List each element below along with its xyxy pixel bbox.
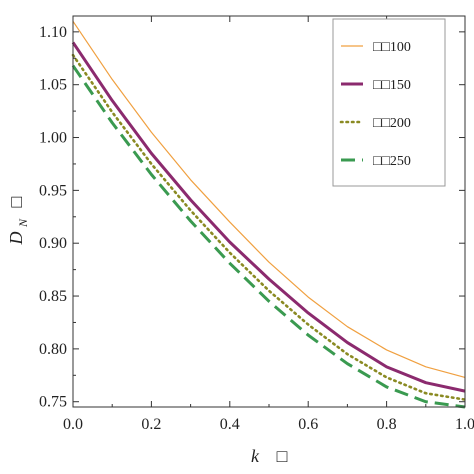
legend: □□100 □□150 □□200 □□250: [332, 18, 446, 187]
y-axis-label-suffix: □: [6, 196, 26, 207]
series-line: [71, 64, 466, 409]
legend-entry: □□100: [373, 40, 411, 55]
x-tick-label: 0.4: [220, 416, 240, 433]
x-tick-label: 0.2: [141, 416, 161, 433]
y-tick-label: 1.00: [39, 130, 67, 147]
y-axis-label: D: [6, 232, 26, 246]
y-tick-label: 0.75: [39, 394, 67, 411]
x-axis-label-suffix: □: [277, 446, 288, 466]
y-tick-label: 1.05: [39, 77, 67, 94]
y-axis-label-subscript: N: [16, 218, 30, 228]
legend-entry: □□250: [373, 154, 411, 169]
series-line: [71, 53, 467, 401]
legend-entry: □□200: [373, 116, 411, 131]
y-tick-label: 0.85: [39, 288, 67, 305]
series-layer: [71, 20, 467, 409]
series-line: [72, 20, 466, 378]
legend-entry: □□150: [373, 78, 411, 93]
x-tick-label: 0.8: [377, 416, 397, 433]
y-tick-label: 0.90: [39, 235, 67, 252]
x-tick-label: 0.0: [63, 416, 83, 433]
x-tick-label: 1.0: [455, 416, 474, 433]
axis-ticks: 0.0 0.2 0.4 0.6 0.8 1.0 0.75 0.80 0.85 0.90 0.95 1.…: [39, 16, 474, 433]
legend-box: [332, 18, 446, 187]
x-tick-label: 0.6: [298, 416, 318, 433]
x-axis-label: k: [251, 446, 260, 466]
series-line: [71, 41, 466, 393]
y-axis-label-group: D N: [6, 218, 30, 246]
y-tick-label: 0.95: [39, 182, 67, 199]
y-tick-label: 0.80: [39, 341, 67, 358]
y-tick-label: 1.10: [39, 24, 67, 41]
